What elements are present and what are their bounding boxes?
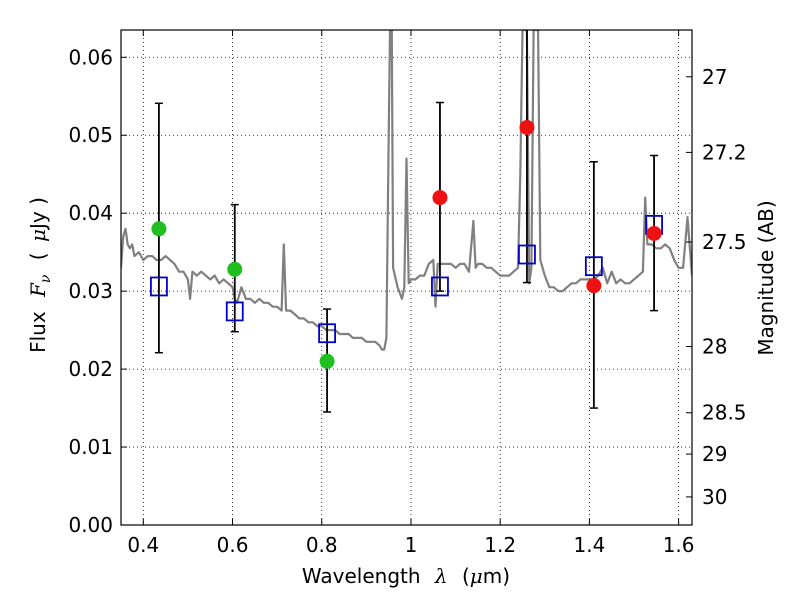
red-data-point <box>519 119 535 135</box>
red-data-point <box>586 278 602 294</box>
right-tick-label: 28 <box>702 334 727 358</box>
x-tick-label: 1.2 <box>484 533 516 557</box>
y-tick-label: 0.03 <box>68 279 113 303</box>
right-tick-label: 29 <box>702 442 727 466</box>
grid <box>121 30 692 526</box>
plot-frame <box>120 29 693 526</box>
x-tick-label: 0.6 <box>217 533 249 557</box>
y-tick-label: 0.00 <box>68 513 113 537</box>
y-tick-label: 0.05 <box>68 123 113 147</box>
right-tick-label: 30 <box>702 485 727 509</box>
y-axis-label: Flux Fν ( μJy ) <box>26 197 55 353</box>
marker-layer <box>150 119 663 369</box>
x-axis-label: Wavelength λ (μm) <box>302 564 510 588</box>
model-square-point <box>318 323 336 344</box>
red-data-point <box>646 225 662 241</box>
red-data-point <box>432 190 448 206</box>
model-square-point <box>518 244 536 265</box>
right-tick-label: 27 <box>702 65 727 89</box>
x-tick-label: 1 <box>405 533 418 557</box>
right-axis-label: Magnitude (AB) <box>754 200 778 355</box>
axis-layer: 0.4 0.6 0.8 1 1.2 1.4 1.6 0.00 0.01 0.02 0.03 0.04 0… <box>68 30 747 557</box>
right-tick-label: 27.2 <box>702 140 747 164</box>
x-tick-label: 1.6 <box>663 533 695 557</box>
green-data-point <box>151 221 167 237</box>
right-tick-label: 27.5 <box>702 230 747 254</box>
green-data-point <box>319 353 335 369</box>
y-tick-label: 0.06 <box>68 45 113 69</box>
x-tick-label: 0.4 <box>127 533 159 557</box>
y-tick-label: 0.01 <box>68 435 113 459</box>
right-tick-label: 28.5 <box>702 401 747 425</box>
green-data-point <box>227 261 243 277</box>
x-tick-label: 0.8 <box>306 533 338 557</box>
model-square-point <box>150 276 168 297</box>
model-square-point <box>584 256 603 277</box>
y-tick-label: 0.04 <box>68 201 113 225</box>
x-tick-label: 1.4 <box>573 533 605 557</box>
model-square-point <box>431 276 449 297</box>
y-tick-label: 0.02 <box>68 357 113 381</box>
spectrum-line <box>121 30 692 351</box>
errorbar-layer <box>154 30 659 413</box>
model-square-point <box>225 301 244 322</box>
spectrum-layer <box>121 30 692 351</box>
